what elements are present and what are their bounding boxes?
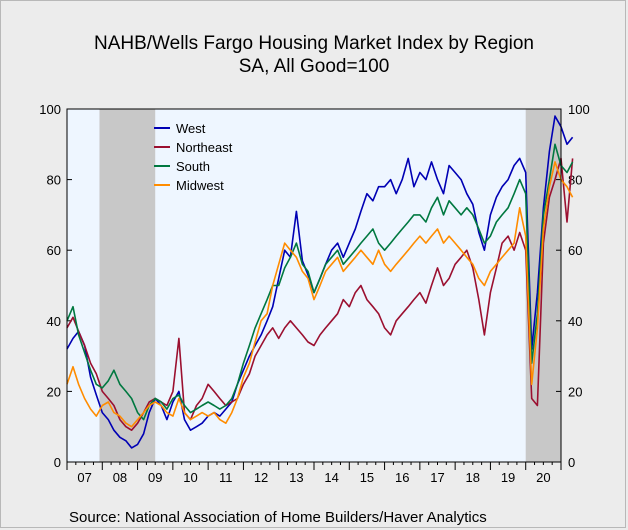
y-tick-label-right: 100 [568,102,590,117]
source-note: Source: National Association of Home Bui… [69,509,487,526]
legend-label-south: South [176,159,210,174]
x-tick-label: 09 [148,470,162,485]
y-tick-label-right: 20 [568,384,582,399]
x-tick-label: 10 [183,470,197,485]
y-tick-label-left: 20 [47,384,61,399]
y-tick-label-left: 0 [54,455,61,470]
x-tick-label: 14 [324,470,338,485]
x-tick-label: 12 [254,470,268,485]
recession-shade-1 [525,109,561,462]
legend-label-northeast: Northeast [176,140,233,155]
series-line-northeast [66,157,574,431]
y-tick-label-right: 0 [568,455,575,470]
y-tick-label-left: 100 [39,102,61,117]
plot-border [66,108,562,463]
y-tick-label-right: 60 [568,243,582,258]
y-tick-label-left: 60 [47,243,61,258]
x-tick-label: 20 [536,470,550,485]
legend-label-midwest: Midwest [176,178,224,193]
series-line-south [66,143,574,421]
x-tick-label: 08 [113,470,127,485]
x-tick-label: 15 [360,470,374,485]
x-tick-label: 11 [219,470,233,485]
x-tick-label: 18 [466,470,480,485]
series-line-midwest [66,161,574,428]
y-tick-label-left: 80 [47,173,61,188]
y-tick-label-left: 40 [47,314,61,329]
chart-title: NAHB/Wells Fargo Housing Market Index by… [93,33,534,54]
legend-label-west: West [176,121,206,136]
y-tick-label-right: 40 [568,314,582,329]
chart-subtitle: SA, All Good=100 [238,56,390,77]
x-tick-label: 16 [395,470,409,485]
x-tick-label: 07 [77,470,91,485]
x-tick-label: 17 [430,470,444,485]
x-tick-label: 19 [501,470,515,485]
x-tick-label: 13 [289,470,303,485]
